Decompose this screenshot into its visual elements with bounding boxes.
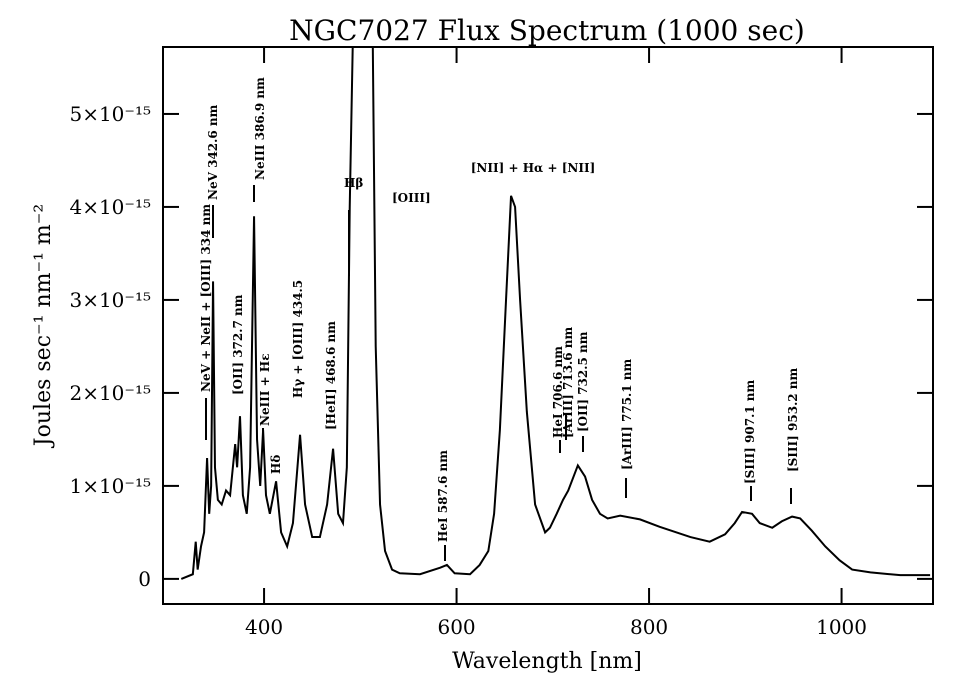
line-annotation: NeIII + Hε	[258, 354, 272, 427]
y-tick-label: 5×10⁻¹⁵	[69, 102, 151, 126]
spectrum-line	[180, 47, 931, 580]
line-annotation: [ArIII] 775.1 nm	[620, 359, 634, 470]
x-tick-label: 400	[245, 615, 283, 639]
line-annotation: [SIII] 953.2 nm	[786, 367, 800, 472]
x-axis-label: Wavelength [nm]	[452, 649, 642, 674]
line-annotation: [OIII]	[392, 191, 431, 205]
plot-frame	[162, 46, 934, 605]
line-annotation: Hβ	[344, 176, 363, 190]
chart-title: NGC7027 Flux Spectrum (1000 sec)	[289, 14, 805, 47]
line-annotation: NeV 342.6 nm	[206, 104, 220, 200]
x-tick-label: 1000	[816, 615, 867, 639]
line-annotation: NeIII 386.9 nm	[253, 77, 267, 180]
y-tick-label: 4×10⁻¹⁵	[69, 195, 151, 219]
line-annotation: NeV + NeII + [OIII] 334 nm	[199, 204, 213, 392]
line-annotation: [NII] + Hα + [NII]	[471, 161, 596, 175]
line-annotation: [OII] 732.5 nm	[576, 331, 590, 432]
y-tick-label: 3×10⁻¹⁵	[69, 288, 151, 312]
line-annotation: Hγ + [OIII] 434.5	[291, 280, 305, 398]
y-tick-label: 1×10⁻¹⁵	[69, 474, 151, 498]
x-tick-label: 800	[630, 615, 668, 639]
line-annotation: HeI 706.6 nm	[551, 346, 565, 438]
y-tick-label: 2×10⁻¹⁵	[69, 381, 151, 405]
line-annotation: [OII] 372.7 nm	[231, 294, 245, 395]
line-annotation: [SIII] 907.1 nm	[743, 379, 757, 484]
line-annotation: [HeII] 468.6 nm	[324, 321, 338, 430]
x-tick-label: 600	[437, 615, 475, 639]
line-annotation: HeI 587.6 nm	[436, 450, 450, 542]
line-annotation: Hδ	[269, 455, 283, 474]
line-annotation: [ArIII] 713.6 nm	[561, 327, 575, 438]
y-tick-label: 0	[138, 567, 151, 591]
y-axis-label: Joules sec⁻¹ nm⁻¹ m⁻²	[31, 204, 56, 448]
